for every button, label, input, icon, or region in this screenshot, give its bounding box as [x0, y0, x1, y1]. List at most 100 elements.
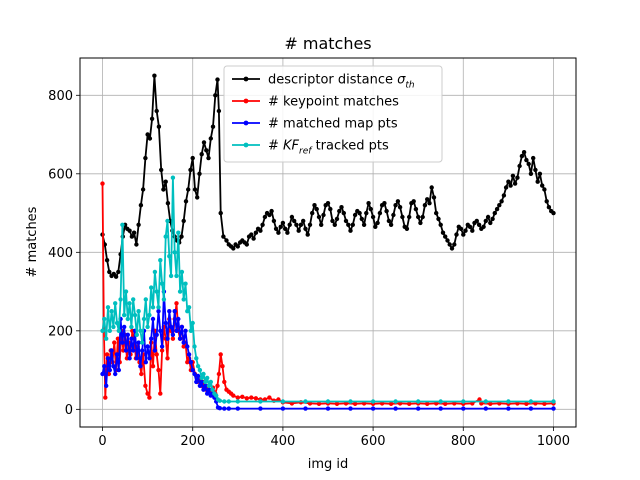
data-point	[357, 210, 362, 216]
data-point	[226, 406, 231, 411]
data-point	[165, 356, 170, 361]
x-tick-label: 400	[270, 434, 295, 449]
data-point	[139, 371, 144, 377]
data-point	[377, 210, 383, 216]
data-point	[138, 203, 144, 208]
data-point	[172, 250, 177, 255]
data-point	[506, 406, 511, 411]
data-point	[483, 406, 488, 411]
data-point	[159, 167, 164, 173]
data-point	[102, 316, 107, 322]
data-point	[208, 379, 213, 385]
data-point	[461, 406, 466, 411]
data-point	[204, 148, 209, 153]
data-point	[488, 220, 493, 226]
data-point	[535, 179, 540, 184]
data-point	[551, 210, 556, 216]
data-point	[167, 254, 172, 259]
data-point	[307, 222, 313, 227]
x-tick-label: 1000	[537, 434, 570, 449]
data-point	[150, 364, 156, 369]
legend-label: # KFref tracked pts	[268, 139, 389, 157]
data-point	[213, 93, 218, 98]
data-point	[181, 340, 186, 345]
data-point	[276, 230, 281, 235]
data-point	[366, 201, 371, 206]
data-point	[334, 401, 340, 406]
data-point	[235, 395, 240, 400]
data-point	[129, 234, 135, 239]
data-point	[488, 401, 493, 406]
data-point	[192, 344, 197, 349]
data-point	[154, 289, 159, 294]
data-point	[292, 218, 297, 224]
data-point	[368, 206, 373, 212]
x-tick-label: 200	[180, 434, 205, 449]
data-point	[222, 399, 227, 404]
data-point	[100, 181, 105, 186]
data-point	[159, 281, 165, 286]
data-point	[416, 214, 421, 220]
data-point	[174, 273, 179, 279]
data-point	[203, 379, 208, 385]
data-point	[134, 242, 139, 247]
data-point	[152, 269, 158, 275]
data-point	[156, 309, 161, 314]
data-point	[388, 222, 394, 227]
data-point	[195, 364, 201, 369]
data-point	[107, 328, 113, 333]
data-point	[104, 258, 110, 263]
plot-area	[100, 73, 556, 411]
data-point	[168, 273, 174, 279]
data-point	[461, 232, 466, 237]
data-point	[140, 340, 145, 345]
data-point	[105, 305, 111, 310]
data-point	[186, 187, 191, 192]
data-point	[220, 364, 225, 369]
data-point	[481, 224, 486, 229]
data-point	[170, 175, 176, 180]
x-axis-label: img id	[308, 457, 349, 472]
y-tick-label: 600	[48, 167, 73, 182]
data-point	[185, 309, 190, 314]
data-point	[145, 344, 150, 349]
data-point	[170, 336, 176, 341]
data-point	[325, 406, 331, 411]
data-point	[103, 395, 108, 400]
data-point	[174, 301, 179, 306]
data-point	[158, 328, 163, 333]
data-point	[174, 328, 179, 333]
data-point	[145, 132, 150, 137]
chart-title: # matches	[284, 34, 371, 53]
data-point	[370, 214, 376, 220]
x-tick-label: 800	[451, 434, 476, 449]
series-0	[100, 73, 556, 279]
data-point	[206, 387, 212, 392]
data-point	[321, 212, 326, 218]
data-point	[197, 171, 202, 176]
data-point	[156, 305, 161, 310]
data-point	[222, 406, 227, 411]
data-point	[305, 232, 310, 237]
data-point	[201, 371, 206, 377]
data-point	[179, 269, 185, 275]
data-point	[445, 238, 450, 243]
data-point	[397, 205, 403, 210]
data-point	[375, 220, 380, 226]
data-point	[364, 210, 369, 216]
data-point	[181, 344, 186, 349]
data-point	[404, 226, 410, 231]
data-point	[158, 258, 163, 263]
data-point	[337, 208, 342, 214]
data-point	[316, 401, 322, 406]
data-point	[195, 195, 200, 200]
legend-marker	[243, 98, 249, 104]
x-tick-label: 600	[361, 434, 386, 449]
data-point	[154, 352, 159, 357]
data-point	[294, 222, 299, 227]
data-point	[102, 364, 107, 369]
data-point	[521, 150, 527, 155]
data-point	[129, 324, 134, 330]
data-point	[544, 199, 549, 204]
data-point	[120, 340, 125, 345]
